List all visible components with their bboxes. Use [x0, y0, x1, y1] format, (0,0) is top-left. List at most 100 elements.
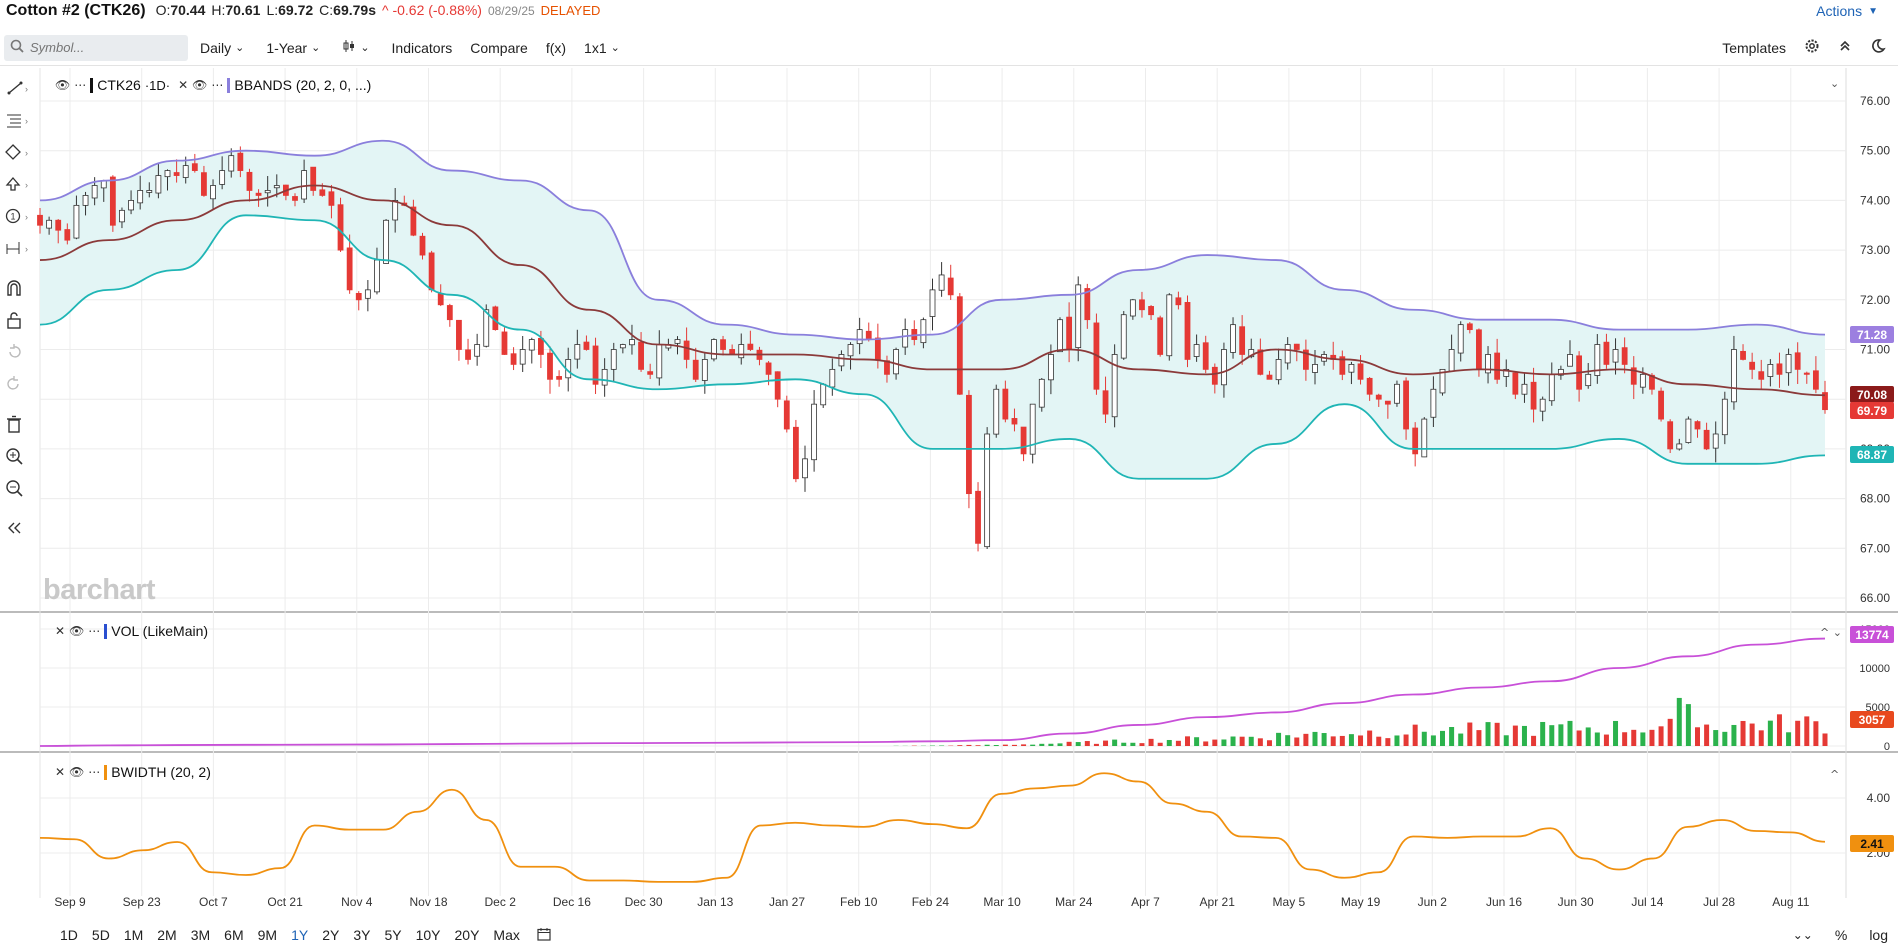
- range-button-1y[interactable]: 1Y: [291, 927, 309, 943]
- close-icon[interactable]: ✕: [178, 78, 189, 92]
- candle-body: [1230, 324, 1236, 353]
- range-button-2y[interactable]: 2Y: [322, 927, 340, 943]
- redo-icon[interactable]: [5, 374, 31, 394]
- volume-bar: [1358, 735, 1364, 746]
- barchart-watermark: barchart: [43, 574, 156, 606]
- volume-bar: [1594, 732, 1600, 746]
- price-chart[interactable]: Sep 9 Sep 23 Oct 7 Oct 21 Nov 4 Nov 18 Dec 2 De…: [0, 68, 1898, 920]
- candle-body: [920, 319, 927, 344]
- range-button-2m[interactable]: 2M: [157, 927, 177, 943]
- symbol-input[interactable]: [30, 40, 180, 55]
- range-button-1d[interactable]: 1D: [60, 927, 78, 943]
- eye-icon[interactable]: 👁: [192, 78, 208, 92]
- gear-icon[interactable]: [1804, 38, 1820, 57]
- volume-bar: [1394, 735, 1400, 746]
- volume-bar: [1203, 741, 1209, 746]
- more-icon[interactable]: ⋯: [211, 78, 224, 92]
- scroll-end-icon[interactable]: ⌄⌄: [1792, 928, 1813, 942]
- log-toggle[interactable]: log: [1869, 927, 1888, 943]
- zoom-in-icon[interactable]: [5, 446, 31, 466]
- compare-button[interactable]: Compare: [470, 39, 528, 56]
- candle-body: [829, 368, 836, 388]
- undo-icon[interactable]: [5, 342, 31, 362]
- close-icon[interactable]: ✕: [55, 624, 66, 638]
- shape-tool-icon[interactable]: ›: [5, 142, 31, 162]
- volume-bar: [1658, 726, 1664, 746]
- chevron-down-icon: ⌄: [235, 42, 245, 54]
- layout-dropdown[interactable]: 1x1 ⌄: [584, 40, 620, 56]
- line-tool-icon[interactable]: ›: [5, 78, 31, 98]
- percent-toggle[interactable]: %: [1834, 927, 1848, 943]
- range-button-6m[interactable]: 6M: [224, 927, 244, 943]
- range-button-5d[interactable]: 5D: [91, 927, 110, 943]
- candle-body: [592, 345, 599, 385]
- volume-bar: [1011, 744, 1017, 746]
- eye-icon[interactable]: 👁: [55, 78, 71, 92]
- candle-body: [711, 339, 717, 360]
- svg-text:›: ›: [25, 116, 28, 126]
- actions-menu[interactable]: Actions ▼: [1816, 3, 1878, 19]
- period-dropdown[interactable]: 1-Year ⌄: [266, 40, 320, 56]
- candle-body: [1348, 364, 1355, 373]
- candle-body: [1047, 354, 1054, 381]
- candle-body: [993, 388, 1000, 435]
- zoom-out-icon[interactable]: [5, 478, 31, 498]
- drawing-toolbar: › › › › 1 › ›: [0, 70, 32, 540]
- volume-bar: [1740, 720, 1746, 746]
- candle-body: [838, 354, 845, 367]
- counter-tool-icon[interactable]: 1 ›: [5, 206, 31, 226]
- arrow-tool-icon[interactable]: ›: [5, 174, 31, 194]
- range-button-3m[interactable]: 3M: [190, 927, 211, 943]
- candle-body: [364, 289, 371, 299]
- candle-body: [1084, 288, 1091, 321]
- trash-icon[interactable]: [5, 414, 31, 434]
- x-tick-label: Dec 16: [553, 895, 591, 909]
- collapse-icon[interactable]: [1838, 39, 1852, 56]
- range-button-9m[interactable]: 9M: [257, 927, 278, 943]
- volume-bar: [1148, 738, 1154, 746]
- symbol-search[interactable]: [4, 34, 188, 61]
- templates-button[interactable]: Templates: [1722, 39, 1786, 56]
- x-tick-label: Jul 28: [1703, 895, 1735, 909]
- volume-bar: [1713, 730, 1719, 746]
- vol-tick-label: 10000: [1859, 663, 1890, 675]
- calendar-icon[interactable]: [537, 927, 551, 944]
- dark-mode-icon[interactable]: [1870, 38, 1886, 57]
- candle-body: [1667, 421, 1674, 450]
- range-button-1m[interactable]: 1M: [123, 927, 144, 943]
- range-button-3y[interactable]: 3Y: [353, 927, 371, 943]
- fib-tool-icon[interactable]: ›: [5, 110, 31, 130]
- more-icon[interactable]: ⋯: [88, 624, 101, 638]
- lock-icon[interactable]: [5, 310, 31, 330]
- candle-body: [1567, 354, 1573, 367]
- range-button-5y[interactable]: 5Y: [384, 927, 402, 943]
- candle-body: [91, 185, 98, 199]
- bwidth-pane-controls-icon: ^: [1830, 768, 1839, 781]
- range-button-10y[interactable]: 10Y: [415, 927, 441, 943]
- volume-bar: [1103, 740, 1109, 746]
- candle-body: [1375, 394, 1382, 400]
- eye-icon[interactable]: 👁: [69, 624, 85, 638]
- eye-icon[interactable]: 👁: [69, 765, 85, 779]
- candle-body: [264, 190, 271, 194]
- svg-text:1: 1: [11, 212, 16, 222]
- measure-tool-icon[interactable]: ›: [5, 238, 31, 258]
- fx-button[interactable]: f(x): [545, 39, 567, 56]
- range-button-max[interactable]: Max: [493, 927, 520, 943]
- volume-bar: [1603, 734, 1609, 746]
- magnet-icon[interactable]: [5, 278, 31, 298]
- more-icon[interactable]: ⋯: [88, 765, 101, 779]
- candle-body: [1485, 354, 1491, 374]
- interval-dropdown[interactable]: Daily ⌄: [200, 40, 244, 56]
- volume-bar: [1676, 697, 1682, 746]
- more-icon[interactable]: ⋯: [74, 78, 87, 92]
- collapse-toolbar-icon[interactable]: [5, 518, 31, 538]
- x-tick-label: Dec 30: [625, 895, 663, 909]
- volume-bar: [1057, 743, 1063, 746]
- volume-bar: [1531, 735, 1537, 746]
- close-icon[interactable]: ✕: [55, 765, 66, 779]
- chart-type-dropdown[interactable]: ⌄: [342, 39, 370, 56]
- indicators-button[interactable]: Indicators: [391, 39, 453, 56]
- volume-bar: [1339, 735, 1345, 746]
- range-button-20y[interactable]: 20Y: [454, 927, 480, 943]
